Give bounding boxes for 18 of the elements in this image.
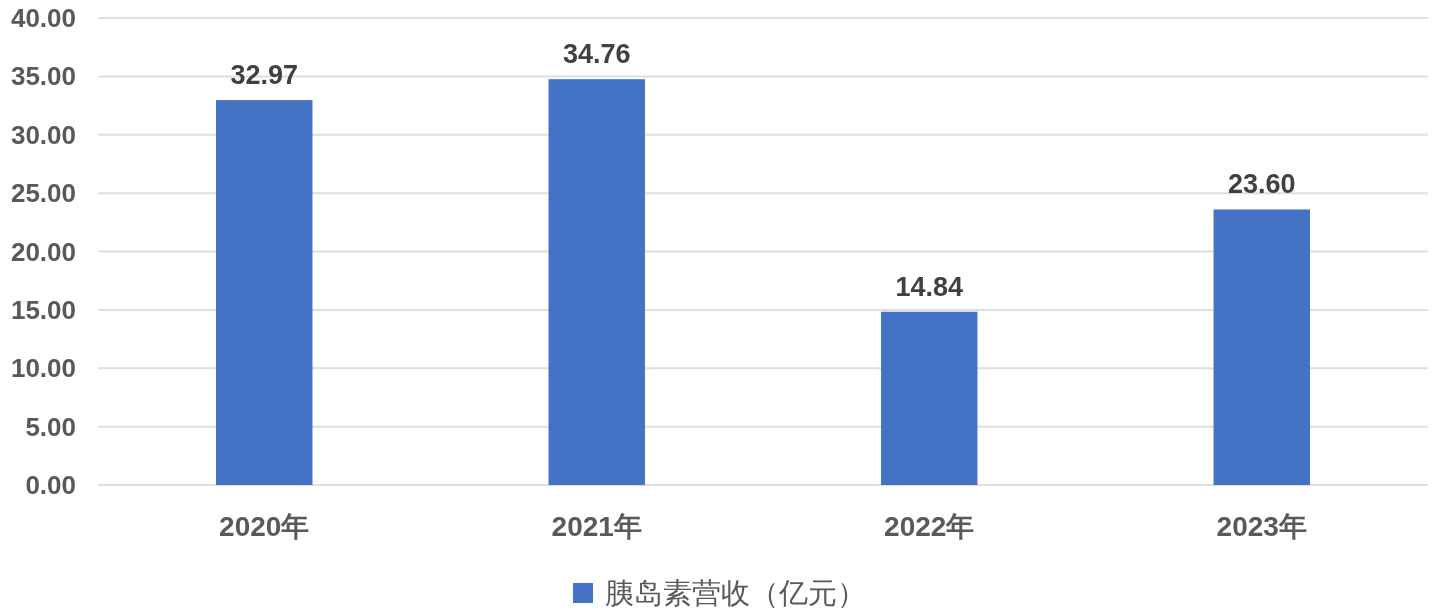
ytick-label: 20.00	[10, 236, 76, 267]
xtick-label: 2023年	[1216, 511, 1307, 542]
ytick-label: 25.00	[10, 178, 76, 209]
data-label: 23.60	[1227, 169, 1296, 200]
data-label: 14.84	[895, 271, 964, 302]
ytick-label: 40.00	[10, 3, 76, 33]
ytick-label: 0.00	[25, 470, 76, 500]
xtick-label: 2020年	[219, 511, 310, 542]
legend-label: 胰岛素营收（亿元）	[605, 577, 866, 609]
data-label: 32.97	[230, 60, 299, 91]
xtick-label: 2021年	[551, 511, 642, 542]
ytick-label: 15.00	[10, 294, 76, 325]
data-label: 34.76	[562, 39, 631, 70]
xtick-label: 2022年	[884, 511, 975, 542]
ytick-label: 5.00	[25, 411, 76, 442]
ytick-label: 10.00	[10, 353, 76, 384]
ytick-label: 35.00	[10, 61, 76, 92]
ytick-label: 30.00	[10, 119, 76, 150]
